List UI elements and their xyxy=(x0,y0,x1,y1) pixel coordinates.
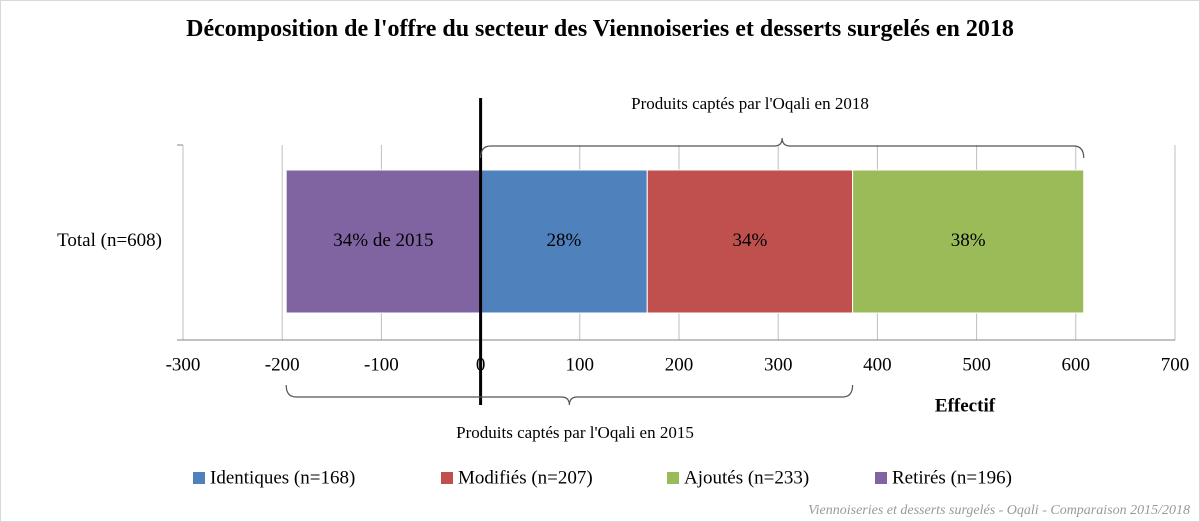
bar-segment xyxy=(480,169,648,314)
value-label: 34% de 2015 xyxy=(333,230,433,251)
legend-label: Identiques (n=168) xyxy=(210,467,355,488)
source-note: Viennoiseries et desserts surgelés - Oqa… xyxy=(808,503,1190,518)
legend-swatch xyxy=(193,472,205,484)
x-tick-label: 600 xyxy=(1062,354,1091,375)
brace xyxy=(480,137,1085,159)
legend-swatch xyxy=(875,472,887,484)
bar-segment xyxy=(285,169,482,314)
legend-swatch xyxy=(441,472,453,484)
x-axis-label: Effectif xyxy=(935,395,996,416)
legend-label: Retirés (n=196) xyxy=(892,467,1012,488)
x-tick-label: 100 xyxy=(566,354,595,375)
bar-segment xyxy=(646,169,854,314)
annotation: Produits captés par l'Oqali en 2018 xyxy=(631,94,869,113)
x-tick-label: -300 xyxy=(166,354,201,375)
x-tick-label: 700 xyxy=(1161,354,1190,375)
x-tick-label: 400 xyxy=(863,354,892,375)
x-tick-label: 500 xyxy=(962,354,991,375)
brace xyxy=(285,384,854,406)
value-label: 34% xyxy=(733,230,768,251)
x-tick-label: -100 xyxy=(364,354,399,375)
value-label: 38% xyxy=(951,230,986,251)
annotation: Produits captés par l'Oqali en 2015 xyxy=(456,423,694,442)
x-tick-label: 200 xyxy=(665,354,694,375)
x-tick-label: 300 xyxy=(764,354,793,375)
legend-label: Modifiés (n=207) xyxy=(458,467,593,488)
legend-label: Ajoutés (n=233) xyxy=(684,467,809,488)
legend-swatch xyxy=(667,472,679,484)
y-tick-label: Total (n=608) xyxy=(57,230,162,251)
chart-title: Décomposition de l'offre du secteur des … xyxy=(186,16,1014,42)
value-label: 28% xyxy=(547,230,582,251)
x-tick-label: -200 xyxy=(265,354,300,375)
title-box: Décomposition de l'offre du secteur des … xyxy=(186,16,1014,42)
bar-segment xyxy=(852,169,1085,314)
